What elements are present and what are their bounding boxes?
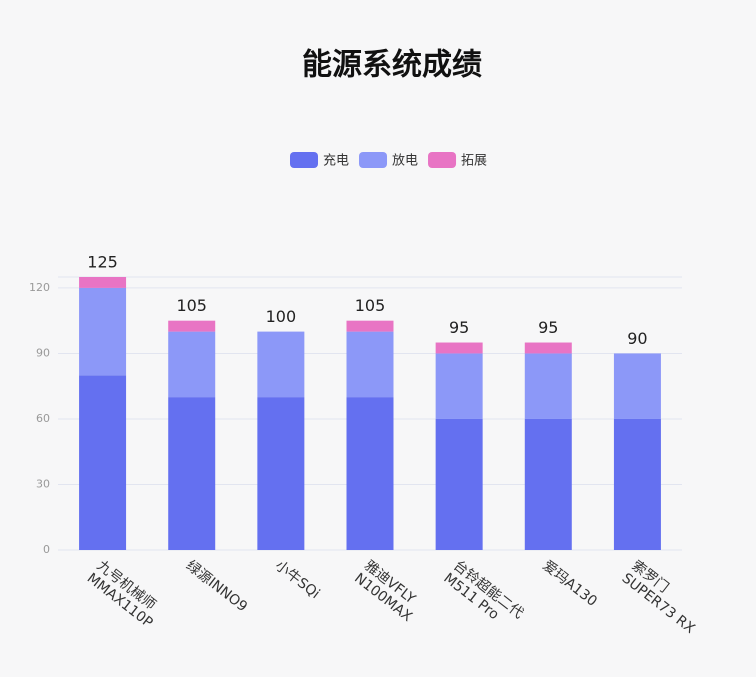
bar-segment <box>168 320 216 332</box>
bar-segment <box>435 418 483 550</box>
bar-segment <box>257 331 305 398</box>
y-tick-label: 120 <box>29 281 50 294</box>
bar-segment <box>524 342 572 354</box>
bar-segment <box>168 331 216 398</box>
y-tick-label: 0 <box>43 543 50 556</box>
bar-segment <box>524 418 572 550</box>
bar-segment <box>79 277 127 288</box>
bar-segment <box>168 397 216 550</box>
total-label: 90 <box>627 329 647 348</box>
legend-label: 拓展 <box>461 154 487 169</box>
bar-segment <box>79 375 127 550</box>
bar-segment <box>257 397 305 550</box>
legend-label: 充电 <box>323 153 349 169</box>
bar-segment <box>346 320 394 332</box>
bar-segment <box>79 287 127 376</box>
total-label: 95 <box>449 318 469 337</box>
bar-segment <box>613 353 661 419</box>
y-tick-label: 60 <box>36 412 50 425</box>
bar-segment <box>435 353 483 419</box>
legend-swatch <box>290 152 318 168</box>
bar-segment <box>613 418 661 550</box>
total-label: 100 <box>266 307 297 326</box>
legend-swatch <box>359 152 388 168</box>
legend-label: 放电 <box>392 154 418 169</box>
y-tick-label: 90 <box>36 346 50 359</box>
total-label: 95 <box>538 318 558 337</box>
bar-segment <box>435 342 483 354</box>
total-label: 105 <box>176 296 207 315</box>
bar-segment <box>346 331 394 398</box>
total-label: 105 <box>355 296 386 315</box>
legend-swatch <box>428 152 457 168</box>
total-label: 125 <box>87 253 118 272</box>
chart-title: 能源系统成绩 <box>302 48 482 83</box>
bar-segment <box>524 353 572 419</box>
bar-segment <box>346 397 394 550</box>
y-tick-label: 30 <box>36 477 50 490</box>
